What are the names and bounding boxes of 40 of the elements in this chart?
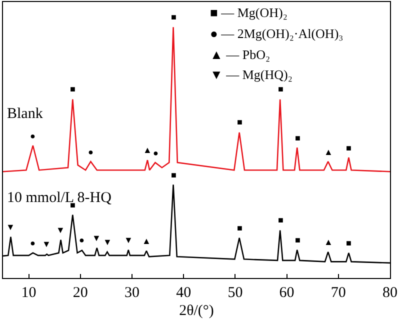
annotation: ▲ (324, 147, 333, 157)
x-tick-label: 10 (21, 285, 36, 301)
annotation: ● (153, 148, 158, 158)
annotation: ● (88, 147, 94, 157)
annotation: ▼ (42, 239, 51, 249)
annotation: ● (30, 131, 36, 141)
annotation: ■ (171, 170, 176, 180)
x-tick-label: 40 (176, 285, 192, 301)
x-tick-label: 50 (228, 285, 243, 301)
text: ■ — Mg(OH)₂ (210, 5, 288, 20)
x-tick-label: 80 (382, 285, 398, 301)
annotation: ● (30, 238, 36, 248)
x-axis-title: 2θ/(°) (179, 303, 214, 319)
x-tick-label: 70 (330, 285, 346, 301)
annotation: ● (79, 235, 84, 245)
annotation: ● — 2Mg(OH)₂·Al(OH)₃ (210, 26, 344, 41)
annotation: ▲ — PbO₂ (210, 47, 270, 62)
annotation: ▼ (6, 222, 15, 232)
annotation: ■ (171, 12, 176, 22)
annotation: ▼ (56, 225, 65, 235)
annotation: ■ (278, 84, 284, 94)
annotation: ▲ (324, 237, 333, 247)
annotation: ■ (237, 117, 242, 127)
x-tick-label: 20 (72, 285, 88, 301)
annotation: ▼ — Mg(HQ)₂ (210, 67, 292, 82)
annotation: ■ (237, 223, 242, 233)
annotation: ▲ (143, 145, 152, 155)
annotation: ▲ (142, 236, 151, 246)
annotation: ■ (295, 235, 300, 245)
annotation: ■ (278, 215, 284, 225)
annotation: ▼ (92, 233, 101, 243)
annotation: ■ (346, 238, 352, 248)
annotation: ■ (346, 143, 352, 153)
x-tick-label: 30 (124, 285, 140, 301)
series-label: Blank (7, 106, 44, 122)
annotation: ▼ (124, 235, 133, 245)
annotation: ■ (295, 133, 300, 143)
annotation: ■ (70, 84, 76, 94)
x-tick-label: 60 (279, 285, 294, 301)
annotation: ▼ (103, 237, 112, 247)
